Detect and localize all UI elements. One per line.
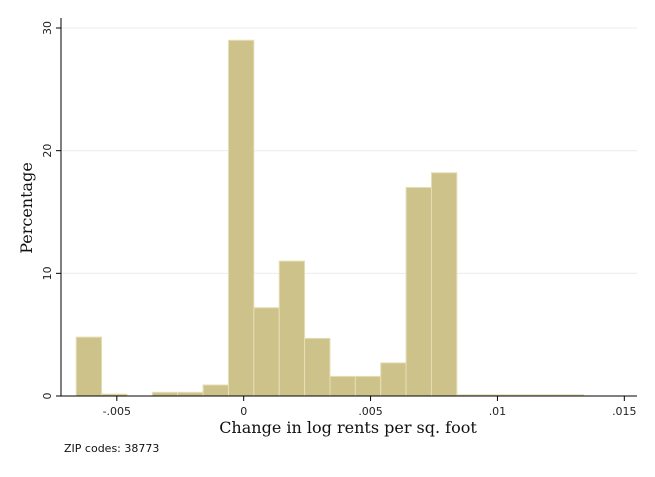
y-tick-label: 0 [41, 393, 54, 400]
histogram-bar [253, 307, 280, 397]
histogram-bar [75, 336, 103, 397]
histogram-bar [380, 362, 407, 397]
histogram-bar [151, 391, 179, 397]
histogram-bar [202, 384, 229, 397]
x-tick-label: .015 [612, 405, 637, 418]
histogram-bar [329, 375, 356, 397]
y-axis-title: Percentage [17, 162, 36, 254]
x-axis-title: Change in log rents per sq. foot [219, 418, 477, 437]
histogram-bar [430, 172, 458, 397]
histogram-bar [227, 39, 255, 397]
y-tick-label: 10 [41, 266, 54, 280]
x-tick-label: .005 [358, 405, 383, 418]
x-tick-label: 0 [240, 405, 247, 418]
histogram-bar [177, 391, 204, 397]
histogram-bar [405, 186, 432, 397]
gridlines [61, 27, 637, 274]
axes: 0 10 20 30 -.005 0 .005 .01 .015 [41, 18, 637, 418]
footnote: ZIP codes: 38773 [64, 442, 160, 455]
histogram-bar [278, 260, 306, 397]
histogram-bar [304, 337, 331, 397]
y-tick-label: 30 [41, 21, 54, 35]
x-tick-label: .01 [489, 405, 507, 418]
y-tick-label: 20 [41, 144, 54, 158]
x-tick-label: -.005 [103, 405, 131, 418]
histogram-bar [354, 375, 382, 397]
bars [75, 39, 585, 397]
